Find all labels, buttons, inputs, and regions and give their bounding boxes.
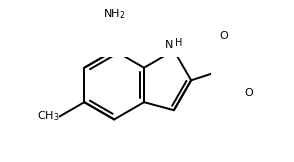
Text: O: O: [220, 31, 228, 41]
Text: NH$_2$: NH$_2$: [103, 7, 126, 21]
Text: CH$_3$: CH$_3$: [36, 110, 59, 123]
Text: N: N: [165, 40, 173, 50]
Text: H: H: [175, 38, 182, 48]
Text: O: O: [244, 87, 253, 98]
